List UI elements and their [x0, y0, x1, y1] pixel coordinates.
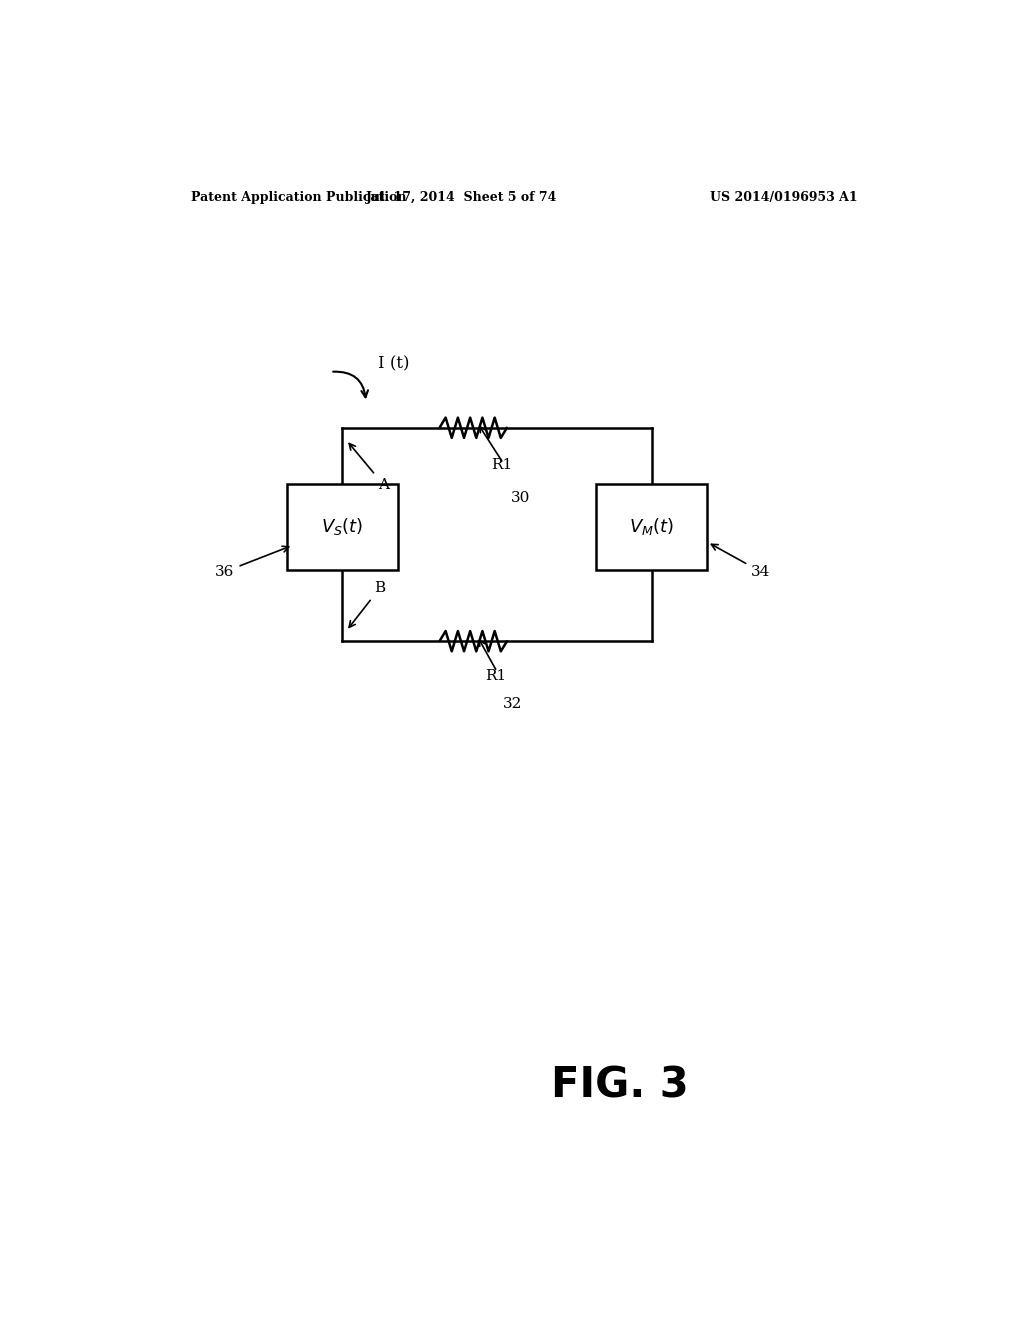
Text: US 2014/0196953 A1: US 2014/0196953 A1 [711, 190, 858, 203]
Text: A: A [349, 444, 389, 492]
Text: 34: 34 [712, 544, 770, 578]
Text: R1: R1 [490, 458, 512, 473]
Text: B: B [349, 581, 385, 627]
Text: 32: 32 [504, 697, 522, 711]
Text: R1: R1 [485, 669, 507, 682]
Text: $V_M(t)$: $V_M(t)$ [629, 516, 675, 537]
Text: Patent Application Publication: Patent Application Publication [191, 190, 407, 203]
Text: 36: 36 [215, 546, 289, 578]
Text: $V_S(t)$: $V_S(t)$ [322, 516, 364, 537]
FancyBboxPatch shape [596, 483, 708, 570]
Text: Jul. 17, 2014  Sheet 5 of 74: Jul. 17, 2014 Sheet 5 of 74 [366, 190, 557, 203]
Text: I (t): I (t) [378, 355, 410, 372]
Text: FIG. 3: FIG. 3 [551, 1064, 689, 1106]
Text: 30: 30 [511, 491, 530, 504]
FancyBboxPatch shape [287, 483, 397, 570]
FancyArrowPatch shape [333, 372, 368, 397]
